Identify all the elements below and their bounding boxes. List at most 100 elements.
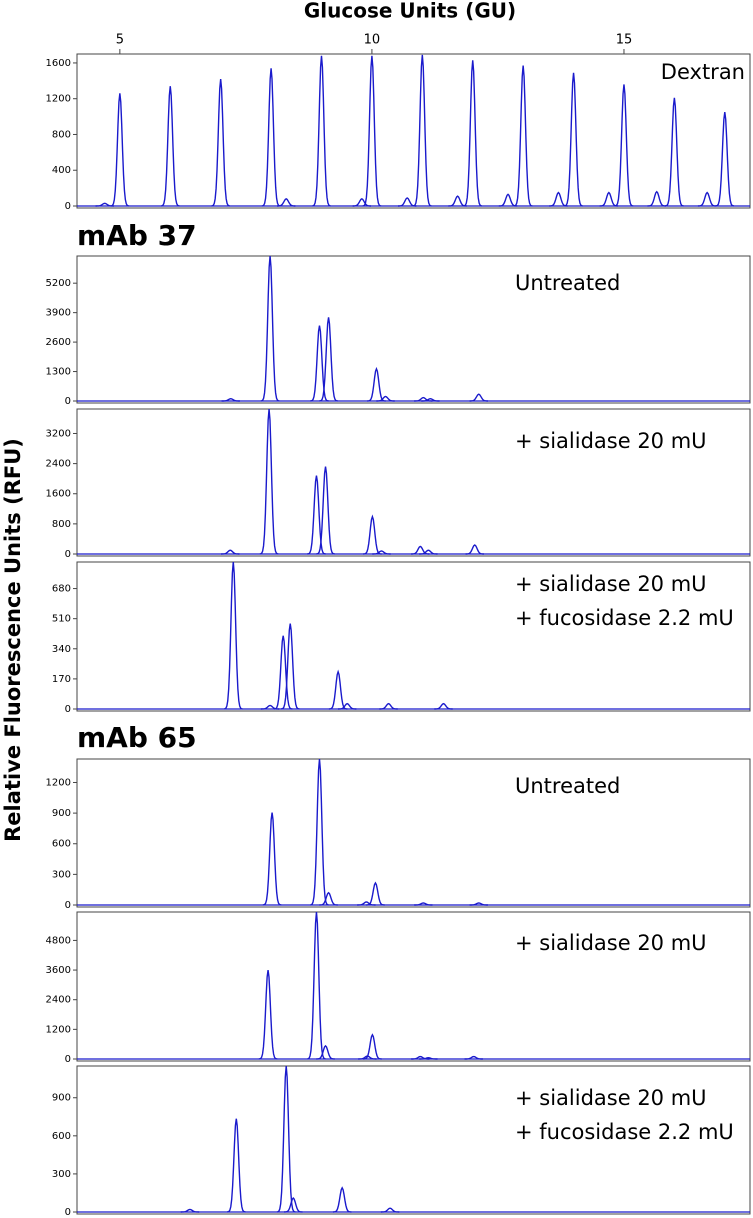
peak [715,112,735,207]
peak [647,190,666,207]
y-tick-label: 5200 [46,278,71,289]
y-tick-label: 0 [65,704,71,715]
panel-label: Untreated [515,271,620,295]
y-tick-label: 400 [52,165,71,176]
panel-label: + fucosidase 2.2 mU [515,1120,734,1144]
panel-label: + sialidase 20 mU [515,572,707,596]
peak [434,702,453,710]
y-tick-label: 300 [52,869,71,880]
peak [665,97,684,207]
peak [307,475,326,555]
peak [599,191,619,207]
trace [223,562,453,710]
y-tick-label: 600 [52,1131,71,1142]
plot-frame [76,758,751,908]
peak [280,623,300,710]
y-tick-label: 340 [52,644,71,655]
peak [366,881,385,906]
trace [221,409,484,555]
peak [411,1055,430,1060]
peak [284,1196,303,1213]
peak [160,86,180,207]
trace [180,1066,400,1213]
peak [464,1055,483,1060]
plot-frame [76,561,751,712]
peak [421,398,440,402]
x-tick-label: 5 [116,33,124,48]
y-tick-label: 1600 [46,58,71,69]
peak [362,55,382,207]
peak [363,514,382,555]
peak [316,1044,335,1060]
peak [310,325,329,402]
peak [397,197,417,207]
peak [338,702,357,710]
y-tick-label: 4800 [46,935,71,946]
peak [332,1186,352,1213]
peak [498,193,518,207]
panel-label: Untreated [515,774,620,798]
peak [412,54,432,207]
plot-frame [76,53,751,209]
peak [211,78,230,207]
trace [258,912,483,1060]
panel-label: + sialidase 20 mU [515,931,707,955]
y-tick-label: 0 [65,549,71,560]
peak [469,902,488,906]
peak [110,93,130,207]
y-tick-label: 1200 [46,777,71,788]
x-tick-label: 10 [364,33,381,48]
y-tick-label: 0 [65,396,71,407]
peak [223,562,243,710]
peak [259,409,279,555]
plot-frame [76,911,751,1062]
x-tick-label: 15 [616,33,633,48]
y-tick-label: 0 [65,1207,71,1218]
peak [363,1033,382,1060]
peak [276,1066,296,1213]
peak [419,1057,438,1060]
peak [258,969,278,1060]
y-tick-label: 3200 [46,428,71,439]
trace [95,54,735,207]
peak [180,1208,200,1213]
peak [328,669,348,710]
group-heading: mAb 65 [77,721,197,754]
peak [379,702,398,710]
y-tick-label: 2400 [46,995,71,1006]
peak [260,256,280,402]
peak [221,398,240,402]
peak [376,395,395,402]
peak [463,60,483,207]
y-tick-label: 0 [65,201,71,212]
peak [465,544,484,555]
peak [319,317,338,402]
y-tick-label: 680 [52,584,71,595]
peak [697,191,717,207]
peak [549,191,568,207]
y-tick-label: 510 [52,614,71,625]
peak [380,1207,400,1213]
y-tick-label: 300 [52,1169,71,1180]
peak [367,366,386,402]
peak [227,1118,246,1213]
y-tick-label: 600 [52,839,71,850]
peak [469,393,488,402]
peak [221,549,240,555]
peak [564,72,583,207]
y-tick-label: 2600 [46,337,71,348]
y-tick-label: 3600 [46,965,71,976]
peak [319,891,338,906]
y-tick-label: 2400 [46,459,71,470]
peak [448,195,467,207]
plot-frame [76,255,751,404]
peak [277,198,296,207]
peak [307,912,326,1060]
y-tick-label: 800 [52,129,71,140]
y-tick-label: 1200 [46,1024,71,1035]
peak [261,68,281,207]
y-tick-label: 1600 [46,489,71,500]
peak [273,635,293,710]
y-tick-label: 170 [52,674,71,685]
